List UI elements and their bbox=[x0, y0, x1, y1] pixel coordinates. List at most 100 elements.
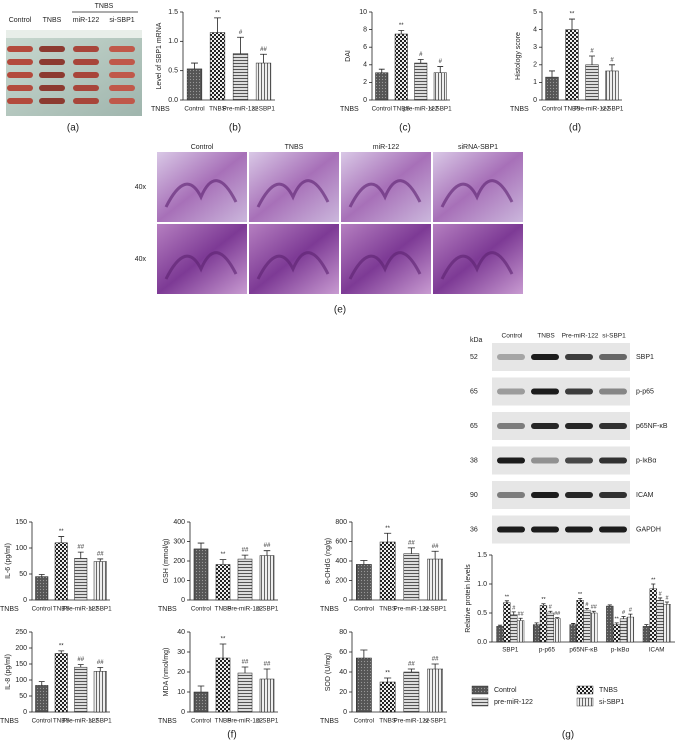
y-tick-label: 10 bbox=[177, 689, 185, 696]
x-tick-label: TNBS bbox=[215, 606, 232, 613]
tissue-fold bbox=[440, 179, 514, 208]
histology-column-label: TNBS bbox=[285, 144, 304, 151]
y-axis-title: Histology score bbox=[515, 32, 522, 80]
y-tick-label: 400 bbox=[335, 558, 347, 565]
legend-label: Control bbox=[494, 687, 517, 694]
bar bbox=[193, 548, 209, 601]
error-bar bbox=[38, 681, 45, 686]
blot-column-label: si-SBP1 bbox=[602, 333, 626, 340]
bar bbox=[605, 70, 619, 101]
tissue-fold bbox=[256, 251, 330, 280]
histology-image bbox=[433, 152, 523, 222]
error-bar bbox=[578, 598, 583, 601]
error-bar bbox=[504, 600, 509, 603]
x-tick-label: Pre-miR-122 bbox=[394, 718, 430, 725]
x-tick-label: TNBS bbox=[393, 106, 410, 113]
error-bar bbox=[431, 550, 439, 560]
error-bar bbox=[241, 554, 249, 560]
bar bbox=[259, 555, 275, 601]
row-label: TNBS bbox=[151, 106, 170, 113]
bar bbox=[613, 624, 621, 643]
error-bar bbox=[360, 560, 368, 565]
legend-label: TNBS bbox=[599, 687, 618, 694]
histology-image bbox=[157, 152, 247, 222]
x-tick-label: p-IκBα bbox=[611, 647, 630, 654]
blot-band bbox=[531, 354, 559, 360]
error-bar bbox=[407, 668, 415, 672]
kda-label: 36 bbox=[470, 526, 478, 533]
tissue-fold bbox=[440, 251, 514, 280]
x-tick-label: si-SBP1 bbox=[424, 606, 447, 613]
y-tick-label: 0 bbox=[23, 709, 27, 716]
y-tick-label: 5 bbox=[533, 9, 537, 16]
bar bbox=[585, 64, 599, 101]
x-tick-label: Pre-miR-122 bbox=[394, 606, 430, 613]
bar bbox=[35, 685, 49, 713]
bar bbox=[642, 626, 651, 643]
bar bbox=[356, 657, 372, 713]
significance-label: ## bbox=[242, 548, 249, 554]
blot-band bbox=[497, 388, 525, 395]
row-label: TNBS bbox=[510, 106, 529, 113]
colon-specimen bbox=[7, 85, 33, 91]
x-tick-label: p65NF-κB bbox=[569, 647, 597, 654]
significance-label: ## bbox=[97, 660, 104, 666]
colon-specimen bbox=[109, 98, 135, 104]
photo-label: miR-122 bbox=[73, 17, 100, 24]
bar bbox=[193, 691, 209, 713]
y-tick-label: 0 bbox=[181, 709, 185, 716]
tissue-fold bbox=[256, 179, 330, 208]
colon-specimen bbox=[73, 85, 99, 91]
bar bbox=[232, 53, 249, 101]
bar bbox=[74, 666, 88, 713]
y-tick-label: 0 bbox=[533, 97, 537, 104]
colon-specimen bbox=[7, 46, 33, 52]
error-bar bbox=[511, 611, 516, 615]
error-bar bbox=[607, 604, 612, 607]
protein-label: GAPDH bbox=[636, 526, 661, 533]
colon-specimen bbox=[7, 72, 33, 78]
error-bar bbox=[407, 547, 415, 554]
significance-label: # bbox=[590, 49, 594, 55]
row-label: TNBS bbox=[320, 606, 339, 613]
bar bbox=[496, 626, 504, 643]
error-bar bbox=[378, 68, 385, 73]
row-label: TNBS bbox=[158, 718, 177, 725]
x-tick-label: TNBS bbox=[209, 106, 226, 113]
error-bar bbox=[555, 617, 560, 619]
error-bar bbox=[664, 601, 670, 605]
x-tick-label: TNBS bbox=[379, 606, 396, 613]
y-tick-label: 0 bbox=[23, 597, 27, 604]
bar bbox=[356, 564, 372, 601]
x-tick-label: ICAM bbox=[649, 647, 665, 654]
x-tick-label: Control bbox=[191, 718, 211, 725]
blot-band bbox=[497, 492, 525, 498]
error-bar bbox=[571, 623, 576, 625]
blot-band bbox=[565, 492, 593, 498]
significance-label: ** bbox=[615, 616, 620, 622]
bar bbox=[576, 600, 584, 643]
blot-band bbox=[565, 457, 593, 464]
y-tick-label: 150 bbox=[15, 519, 27, 526]
y-tick-label: 6 bbox=[363, 44, 367, 51]
significance-label: # bbox=[610, 57, 614, 63]
significance-label: # bbox=[419, 52, 423, 58]
row-label: TNBS bbox=[0, 718, 19, 725]
colon-specimen bbox=[73, 98, 99, 104]
photo-label: Control bbox=[9, 17, 32, 24]
bar bbox=[215, 657, 231, 713]
histology-image bbox=[157, 224, 247, 294]
panel-label: (b) bbox=[229, 123, 241, 134]
histology-row-label: 40x bbox=[135, 256, 147, 263]
error-bar bbox=[621, 616, 626, 619]
bar bbox=[539, 605, 548, 643]
error-bar bbox=[541, 603, 546, 606]
y-axis-title: IL-8 (pg/ml) bbox=[5, 654, 12, 690]
error-bar bbox=[241, 666, 249, 673]
bar bbox=[35, 576, 49, 601]
error-bar bbox=[417, 59, 424, 64]
error-bar bbox=[77, 551, 84, 559]
error-bar bbox=[360, 649, 368, 658]
y-tick-label: 0 bbox=[363, 97, 367, 104]
x-tick-label: p-p65 bbox=[539, 647, 556, 654]
